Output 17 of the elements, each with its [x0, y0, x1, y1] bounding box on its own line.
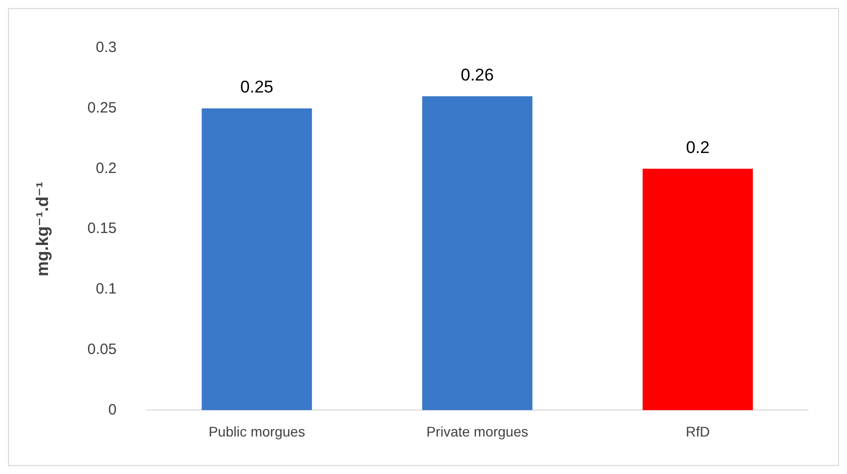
x-tick-label: Private morgues [426, 423, 528, 440]
data-label: 0.2 [686, 138, 710, 157]
y-tick-label: 0.3 [96, 39, 117, 56]
y-tick-label: 0.15 [87, 220, 117, 238]
y-tick-label: 0.25 [87, 100, 117, 117]
y-tick-label: 0 [108, 401, 117, 418]
data-label: 0.25 [240, 78, 274, 97]
bar [422, 96, 532, 410]
bar [642, 168, 753, 410]
data-label: 0.26 [460, 65, 494, 84]
y-tick-label: 0.1 [96, 280, 117, 298]
y-axis-title: mg.kg⁻¹.d⁻¹ [32, 182, 52, 276]
x-tick-label: RfD [686, 423, 710, 440]
y-tick-label: 0.2 [96, 160, 117, 177]
y-tick-label: 0.05 [87, 340, 117, 358]
x-tick-label: Public morgues [208, 423, 306, 440]
bar [202, 108, 312, 410]
